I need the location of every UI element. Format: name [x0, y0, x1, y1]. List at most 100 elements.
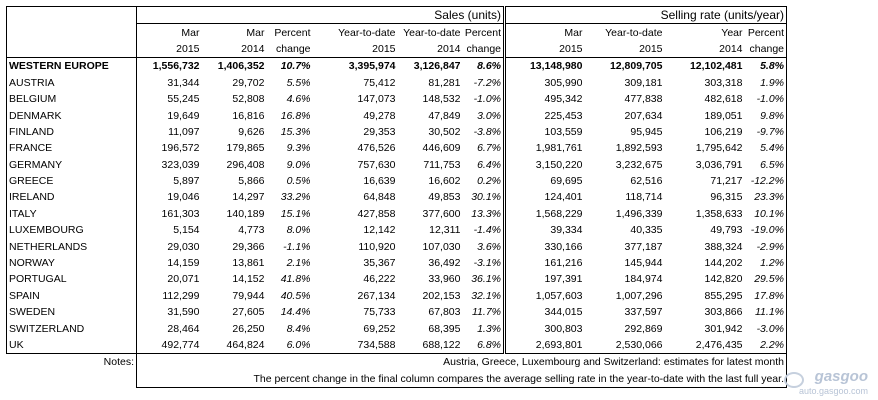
value-cell: 688,122: [397, 336, 463, 355]
value-cell: 36,492: [428, 257, 461, 270]
selling-rate-group-header: Selling rate (units/year): [504, 5, 787, 25]
watermark: gasgoo auto.gasgoo.com: [784, 366, 868, 396]
value-cell: 464,824: [201, 336, 267, 355]
value-cell: 140,189: [226, 207, 265, 220]
country-name: FRANCE: [6, 140, 137, 157]
sales-group-header: Sales (units): [136, 5, 506, 25]
corner-cell: [6, 5, 137, 24]
value-cell: 2.2%: [744, 336, 787, 355]
value-cell: 69,695: [503, 172, 585, 190]
value-cell: 8.4%: [286, 322, 311, 335]
value-cell: 1.2%: [744, 254, 787, 272]
value-cell: -3.1%: [473, 257, 501, 270]
value-cell: 12,102,481: [689, 60, 743, 73]
notes-line-2: The percent change in the final column c…: [136, 370, 787, 388]
value-cell: 323,039: [136, 156, 202, 173]
country-name: IRELAND: [6, 189, 137, 206]
column-header: 2014: [201, 40, 267, 59]
value-cell: 377,187: [624, 240, 663, 253]
table-row: GERMANY 323,039 296,408 9.0% 757,630 711,753 6…: [6, 156, 787, 173]
value-cell: 0.2%: [477, 175, 501, 188]
column-header: Year: [721, 26, 743, 39]
value-cell: 1,981,761: [503, 140, 585, 157]
value-cell: 68,395: [428, 322, 461, 335]
value-cell: 81,281: [428, 76, 461, 89]
value-cell: 1,358,633: [695, 207, 743, 220]
column-header: Mar: [136, 23, 202, 41]
value-cell: 14,159: [136, 254, 202, 272]
table-row: GREECE 5,897 5,866 0.5% 16,639 16,602 0.2% 69,6…: [6, 172, 787, 190]
table-row: NORWAY 14,159 13,861 2.1% 35,367 36,492 -3.1% 1…: [6, 254, 787, 272]
value-cell: 207,634: [624, 109, 663, 122]
country-name: UK: [6, 336, 137, 355]
value-cell: 14,297: [232, 191, 265, 204]
value-cell: 184,974: [624, 273, 663, 286]
country-name: SPAIN: [6, 287, 137, 305]
value-cell: 142,820: [704, 273, 743, 286]
value-cell: 35,367: [363, 257, 396, 270]
country-name: LUXEMBOURG: [6, 222, 137, 239]
value-cell: 118,714: [625, 191, 663, 204]
value-cell: 67,803: [428, 306, 461, 319]
value-cell: 75,412: [363, 76, 396, 89]
table-row: FRANCE 196,572 179,865 9.3% 476,526 446,609 6.…: [6, 140, 787, 157]
value-cell: 29,702: [232, 76, 265, 89]
value-cell: -3.0%: [744, 320, 787, 337]
value-cell: 69,252: [363, 322, 396, 335]
value-cell: 1,406,352: [217, 60, 265, 73]
value-cell: 19,046: [136, 189, 202, 206]
value-cell: 305,990: [503, 74, 585, 91]
value-cell: 4,773: [238, 224, 265, 237]
value-cell: 11.1%: [744, 304, 787, 321]
value-cell: 124,401: [503, 189, 585, 206]
table-row: UK 492,774 464,824 6.0% 734,588 688,122 6.8% 2,…: [6, 336, 787, 355]
value-cell: 27,605: [232, 306, 265, 319]
column-header: 2015: [136, 40, 202, 59]
value-cell: 10.1%: [744, 205, 787, 223]
value-cell: 1.9%: [744, 74, 787, 91]
value-cell: 4.6%: [286, 93, 311, 106]
gasgoo-logo-icon: [784, 372, 804, 388]
value-cell: 6.8%: [462, 336, 505, 355]
value-cell: 49,278: [363, 109, 396, 122]
table-row: LUXEMBOURG 5,154 4,773 8.0% 12,142 12,311 -1.4…: [6, 222, 787, 239]
value-cell: 6.7%: [477, 142, 501, 155]
value-cell: 52,808: [232, 93, 265, 106]
value-cell: 1,568,229: [503, 205, 585, 223]
sales-table-container: Sales (units) Selling rate (units/year) …: [6, 5, 787, 388]
value-cell: 11.7%: [472, 306, 501, 319]
header-name-spacer: [6, 23, 137, 41]
country-name: NORWAY: [6, 254, 137, 272]
country-name: WESTERN EUROPE: [6, 57, 137, 75]
value-cell: 3.6%: [477, 240, 501, 253]
value-cell: -1.0%: [744, 90, 787, 108]
value-cell: 71,217: [710, 175, 743, 188]
value-cell: 0.5%: [286, 175, 311, 188]
value-cell: 427,858: [357, 207, 396, 220]
value-cell: 29,030: [136, 238, 202, 255]
value-cell: 20,071: [136, 271, 202, 288]
value-cell: 79,944: [232, 289, 265, 302]
value-cell: 3,232,675: [615, 158, 663, 171]
value-cell: 292,869: [624, 322, 663, 335]
notes-spacer: [7, 371, 137, 388]
value-cell: 482,618: [704, 93, 743, 106]
value-cell: -1.4%: [473, 224, 501, 237]
value-cell: 8.6%: [477, 60, 501, 73]
value-cell: 5,866: [238, 175, 265, 188]
value-cell: 9,626: [238, 125, 265, 138]
column-header: Mar: [503, 23, 585, 41]
column-header: change: [744, 40, 787, 59]
country-name: BELGIUM: [6, 90, 137, 108]
value-cell: 19,649: [136, 107, 202, 124]
value-cell: 49,853: [428, 191, 461, 204]
value-cell: 55,245: [136, 90, 202, 108]
value-cell: 31,590: [136, 304, 202, 321]
value-cell: 9.0%: [286, 158, 311, 171]
value-cell: 41.8%: [280, 273, 311, 286]
column-header: 2015: [312, 40, 398, 59]
column-header-row-2: 2015 2014 change 2015 2014 change 2015 2015 2014…: [6, 40, 787, 59]
value-cell: 32.1%: [471, 289, 501, 302]
value-cell: 1,795,642: [695, 142, 743, 155]
country-name: SWITZERLAND: [6, 320, 137, 337]
